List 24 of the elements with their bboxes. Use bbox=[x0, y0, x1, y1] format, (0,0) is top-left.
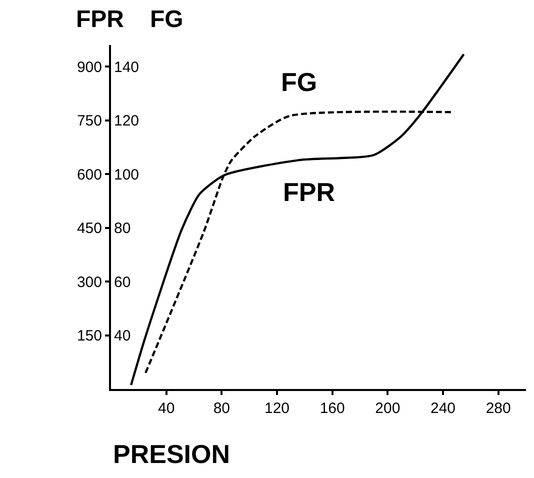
y2-tick-label: 100 bbox=[114, 166, 140, 184]
y-tick-label: 750 bbox=[76, 112, 102, 130]
y2-axis-title: FG bbox=[150, 6, 184, 33]
x-tick-label: 160 bbox=[320, 400, 345, 417]
y-tick-label: 150 bbox=[76, 328, 102, 344]
y-tick-label: 450 bbox=[76, 220, 102, 237]
series-label: FPR bbox=[283, 177, 336, 207]
x-axis-title: PRESION bbox=[113, 439, 230, 469]
x-tick-label: 200 bbox=[375, 400, 400, 417]
y2-tick-label: 140 bbox=[114, 58, 140, 76]
x-tick-label: 240 bbox=[430, 400, 456, 417]
y2-tick-label: 120 bbox=[114, 112, 140, 130]
series-label: FG bbox=[281, 67, 318, 97]
x-tick-label: 120 bbox=[264, 400, 290, 417]
x-tick-label: 80 bbox=[213, 400, 230, 417]
y2-tick-label: 80 bbox=[114, 220, 131, 237]
y2-tick-label: 40 bbox=[114, 328, 131, 344]
y-tick-label: 300 bbox=[76, 274, 102, 291]
y-tick-label: 900 bbox=[76, 58, 102, 76]
y2-tick-label: 60 bbox=[114, 274, 131, 291]
x-tick-label: 40 bbox=[158, 400, 175, 417]
y-axis-title: FPR bbox=[76, 6, 124, 33]
x-tick-label: 280 bbox=[486, 400, 511, 417]
y-tick-label: 600 bbox=[76, 166, 102, 184]
